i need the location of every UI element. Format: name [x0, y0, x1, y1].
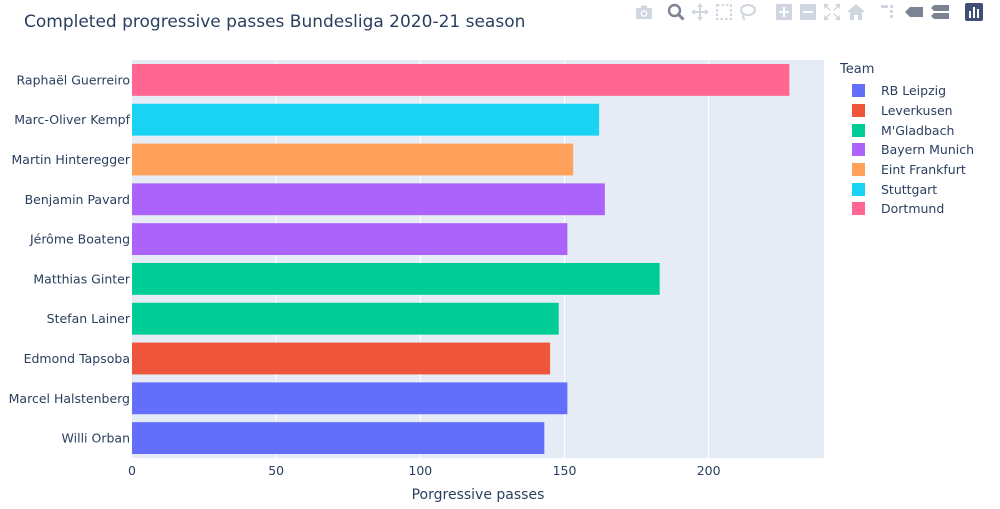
legend-item[interactable]: Bayern Munich	[840, 140, 974, 160]
zoom-icon[interactable]	[666, 2, 686, 22]
legend-label: Dortmund	[881, 201, 945, 217]
chart-title: Completed progressive passes Bundesliga …	[24, 12, 526, 32]
bar	[132, 382, 568, 415]
y-tick-label: Martin Hinteregger	[12, 152, 131, 167]
legend-swatch	[852, 182, 865, 196]
y-tick-label: Matthias Ginter	[33, 271, 130, 286]
y-tick-label: Raphaël Guerreiro	[17, 72, 130, 87]
legend: Team RB Leipzig Leverkusen M'Gladbach Bayer…	[840, 62, 974, 219]
camera-icon[interactable]	[634, 2, 654, 22]
legend-item[interactable]: Leverkusen	[840, 101, 974, 121]
legend-item[interactable]: M'Gladbach	[840, 120, 974, 140]
autoscale-icon[interactable]	[822, 2, 842, 22]
x-tick-label: 150	[553, 463, 577, 478]
y-tick-label: Marc-Oliver Kempf	[14, 112, 130, 127]
bar	[132, 63, 790, 96]
y-tick-label: Edmond Tapsoba	[24, 351, 130, 366]
legend-label: Stuttgart	[881, 181, 938, 197]
legend-item[interactable]: Dortmund	[840, 199, 974, 219]
legend-swatch	[852, 123, 865, 137]
x-tick-label: 50	[268, 463, 284, 478]
bar	[132, 223, 568, 256]
bar	[132, 302, 559, 335]
legend-item[interactable]: Eint Frankfurt	[840, 160, 974, 180]
plotly-logo-icon[interactable]	[964, 2, 984, 22]
y-tick-label: Benjamin Pavard	[25, 192, 130, 207]
y-tick-label: Marcel Halstenberg	[9, 391, 130, 406]
legend-swatch	[852, 163, 865, 177]
zoom-out-icon[interactable]	[798, 2, 818, 22]
legend-swatch	[852, 143, 865, 157]
legend-title: Team	[840, 62, 875, 77]
x-axis-label: Porgressive passes	[412, 487, 545, 503]
bar	[132, 422, 545, 455]
bar	[132, 143, 574, 176]
legend-label: Leverkusen	[881, 103, 953, 119]
y-tick-label: Jérôme Boateng	[29, 232, 130, 247]
legend-label: RB Leipzig	[881, 83, 947, 99]
legend-label: Eint Frankfurt	[881, 162, 966, 178]
reset-axes-icon[interactable]	[846, 2, 866, 22]
lasso-icon[interactable]	[738, 2, 758, 22]
legend-swatch	[852, 202, 865, 216]
legend-label: Bayern Munich	[881, 142, 975, 158]
zoom-in-icon[interactable]	[774, 2, 794, 22]
legend-item[interactable]: Stuttgart	[840, 179, 974, 199]
box-select-icon[interactable]	[714, 2, 734, 22]
legend-swatch	[852, 104, 865, 118]
bar	[132, 103, 600, 136]
legend-label: M'Gladbach	[881, 122, 955, 138]
legend-swatch	[852, 84, 865, 98]
legend-item[interactable]: RB Leipzig	[840, 81, 974, 101]
modebar	[632, 2, 984, 24]
hover-compare-icon[interactable]	[930, 2, 950, 22]
pan-icon[interactable]	[690, 2, 710, 22]
bar	[132, 183, 605, 216]
x-tick-label: 200	[697, 463, 721, 478]
spike-lines-icon[interactable]	[878, 2, 898, 22]
hover-closest-icon[interactable]	[904, 2, 924, 22]
bar	[132, 342, 551, 375]
y-tick-label: Stefan Lainer	[47, 311, 131, 326]
x-tick-label: 0	[128, 463, 136, 478]
x-tick-label: 100	[408, 463, 432, 478]
bar	[132, 262, 660, 295]
y-tick-label: Willi Orban	[62, 431, 130, 446]
